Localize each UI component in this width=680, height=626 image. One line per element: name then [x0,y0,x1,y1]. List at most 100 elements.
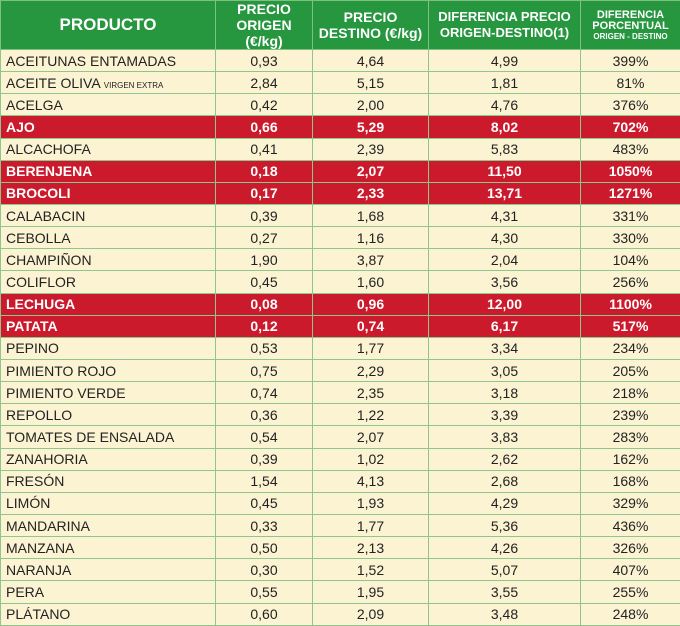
value-cell: 4,29 [428,491,581,515]
value-cell: 2,84 [215,71,313,95]
value-cell: 0,08 [215,292,313,316]
product-cell: PIMIENTO ROJO [0,358,216,383]
value-cell: 0,74 [215,381,313,405]
value-cell: 2,04 [428,248,581,272]
table-row: NARANJA 0,30 1,52 5,07 407% [0,558,680,582]
value-cell: 1,22 [312,403,429,427]
value-cell: 399% [580,48,680,73]
table-row: MANDARINA 0,33 1,77 5,36 436% [0,513,680,538]
value-cell: 0,30 [215,558,313,582]
table-row: REPOLLO 0,36 1,22 3,39 239% [0,403,680,427]
table-row: ALCACHOFA 0,41 2,39 5,83 483% [0,137,680,161]
value-cell: 517% [580,314,680,338]
value-cell: 376% [580,93,680,117]
value-cell: 330% [580,226,680,250]
product-cell: PATATA [0,314,216,338]
value-cell: 0,53 [215,336,313,360]
value-cell: 0,45 [215,491,313,515]
value-cell: 483% [580,137,680,161]
value-cell: 4,99 [428,48,581,73]
value-cell: 2,35 [312,381,429,405]
product-cell: MANDARINA [0,513,216,538]
product-cell: CALABACIN [0,203,216,228]
value-cell: 8,02 [428,115,581,139]
value-cell: 6,17 [428,314,581,338]
value-cell: 4,76 [428,93,581,117]
value-cell: 407% [580,558,680,582]
value-cell: 0,12 [215,314,313,338]
table-row: MANZANA 0,50 2,13 4,26 326% [0,536,680,560]
value-cell: 5,83 [428,137,581,161]
table-row: FRESÓN 1,54 4,13 2,68 168% [0,469,680,493]
value-cell: 0,42 [215,93,313,117]
column-header: PRODUCTO [0,0,216,50]
product-cell: ACELGA [0,93,216,117]
header-line: DESTINO (€/kg) [318,25,423,41]
value-cell: 13,71 [428,181,581,205]
product-cell: LECHUGA [0,292,216,316]
table-row: ACELGA 0,42 2,00 4,76 376% [0,93,680,117]
value-cell: 1,60 [312,270,429,294]
table-row: LECHUGA 0,08 0,96 12,00 1100% [0,292,680,316]
header-row: PRODUCTO PRECIO ORIGEN (€/kg) PRECIO DESTINO… [0,0,680,50]
header-line: ORIGEN (€/kg) [236,17,292,49]
value-cell: 1050% [580,159,680,183]
product-cell: ACEITE OLIVA VIRGEN EXTRA [0,71,216,95]
table-row: PIMIENTO VERDE 0,74 2,35 3,18 218% [0,381,680,405]
value-cell: 1,68 [312,203,429,228]
value-cell: 329% [580,491,680,515]
value-cell: 0,96 [312,292,429,316]
product-cell: PEPINO [0,336,216,360]
value-cell: 2,39 [312,137,429,161]
product-cell: PIMIENTO VERDE [0,381,216,405]
product-cell: BROCOLI [0,181,216,205]
value-cell: 2,07 [312,159,429,183]
value-cell: 0,66 [215,115,313,139]
header-line: PORCENTUAL [592,19,669,32]
value-cell: 1,95 [312,580,429,604]
product-cell: PLÁTANO [0,602,216,626]
value-cell: 168% [580,469,680,493]
product-cell: NARANJA [0,558,216,582]
value-cell: 0,74 [312,314,429,338]
table-row: ACEITUNAS ENTAMADAS 0,93 4,64 4,99 399% [0,48,680,73]
value-cell: 2,07 [312,425,429,449]
value-cell: 3,18 [428,381,581,405]
value-cell: 4,13 [312,469,429,493]
product-cell: PERA [0,580,216,604]
value-cell: 1,77 [312,513,429,538]
value-cell: 1,54 [215,469,313,493]
value-cell: 4,31 [428,203,581,228]
product-cell: TOMATES DE ENSALADA [0,425,216,449]
product-note: VIRGEN EXTRA [103,80,164,90]
column-header: PRECIO ORIGEN (€/kg) [215,0,313,50]
value-cell: 0,55 [215,580,313,604]
product-cell: REPOLLO [0,403,216,427]
product-cell: ZANAHORIA [0,447,216,471]
product-cell: FRESÓN [0,469,216,493]
value-cell: 5,29 [312,115,429,139]
value-cell: 4,64 [312,48,429,73]
product-cell: CEBOLLA [0,226,216,250]
value-cell: 0,18 [215,159,313,183]
value-cell: 3,05 [428,358,581,383]
value-cell: 81% [580,71,680,95]
value-cell: 239% [580,403,680,427]
value-cell: 256% [580,270,680,294]
product-cell: AJO [0,115,216,139]
value-cell: 5,36 [428,513,581,538]
column-header: PRECIO DESTINO (€/kg) [312,0,429,50]
header-line: DIFERENCIA [596,8,665,21]
value-cell: 248% [580,602,680,626]
table-row: TOMATES DE ENSALADA 0,54 2,07 3,83 283% [0,425,680,449]
value-cell: 2,68 [428,469,581,493]
value-cell: 0,39 [215,447,313,471]
product-cell: COLIFLOR [0,270,216,294]
column-header: DIFERENCIA PORCENTUAL ORIGEN - DESTINO [580,0,680,50]
value-cell: 0,50 [215,536,313,560]
value-cell: 205% [580,358,680,383]
value-cell: 0,45 [215,270,313,294]
table-row: COLIFLOR 0,45 1,60 3,56 256% [0,270,680,294]
value-cell: 0,36 [215,403,313,427]
value-cell: 3,55 [428,580,581,604]
